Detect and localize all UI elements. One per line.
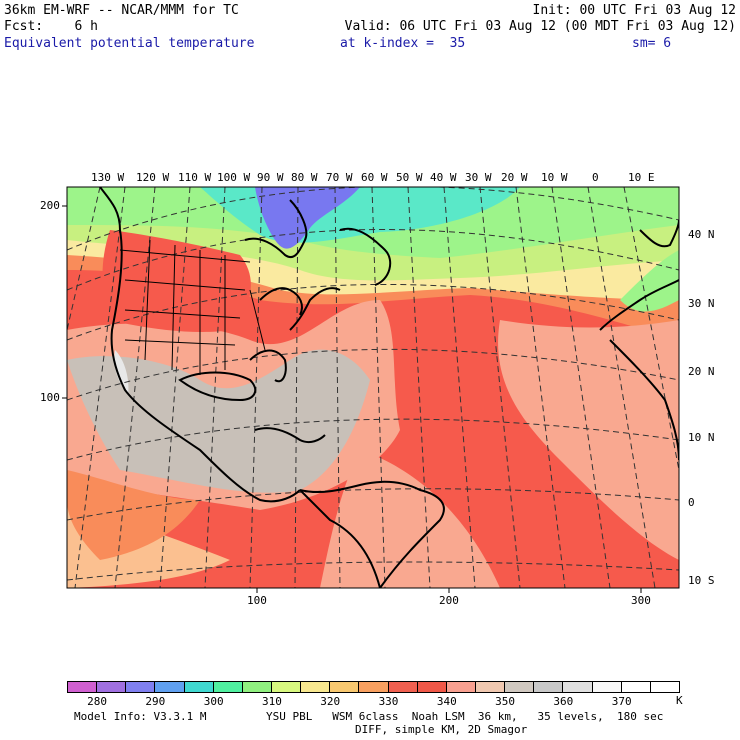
valid-time: Valid: 06 UTC Fri 03 Aug 12 (00 MDT Fri … [344,19,736,34]
model-title: 36km EM-WRF -- NCAR/MMM for TC [4,3,239,18]
lon-label: 60 W [361,171,388,184]
colorbar-label: 340 [436,695,457,708]
colorbar-swatch [416,681,447,693]
lat-label: 40 N [688,228,715,241]
lon-label: 0 [592,171,599,184]
lon-label: 10 E [628,171,655,184]
lat-label: 10 S [688,574,715,587]
colorbar-swatch [358,681,389,693]
lon-label: 20 W [501,171,528,184]
lat-label: 30 N [688,297,715,310]
colorbar-swatch [620,681,651,693]
init-time: Init: 00 UTC Fri 03 Aug 12 [532,3,737,18]
colorbar-swatch [271,681,302,693]
lon-label: 10 W [541,171,568,184]
model-info: Model Info: V3.3.1 M [74,710,207,723]
lon-label: 70 W [326,171,353,184]
physics-info: YSU PBL WSM 6class Noah LSM 36 km, 35 le… [266,710,664,723]
colorbar-swatch [475,681,506,693]
map-frame [66,186,680,589]
colorbar-label: 300 [203,695,224,708]
lon-label: 130 W [91,171,125,184]
lat-label: 10 N [688,431,715,444]
colorbar-label: 280 [87,695,108,708]
grid-ticks [62,205,642,593]
forecast-hour: Fcst: 6 h [4,19,98,34]
grid-x-label: 200 [439,594,459,607]
colorbar-label: 350 [495,695,516,708]
grid-y-label: 100 [40,391,60,404]
colorbar-swatch [562,681,593,693]
lon-label: 100 W [217,171,251,184]
colorbar-swatch [649,681,680,693]
colorbar-swatch [183,681,214,693]
colorbar-label: 330 [378,695,399,708]
coastlines [99,187,679,588]
grid-x-label: 300 [631,594,651,607]
smoothing-label: sm= 6 [632,36,672,51]
colorbar-unit: K [676,694,683,707]
map-fill [67,187,679,588]
colorbar-swatch [96,681,127,693]
lat-label: 0 [688,496,695,509]
colorbar-label: 370 [611,695,632,708]
colorbar-swatch [125,681,156,693]
colorbar-swatch [387,681,418,693]
colorbar-swatch [154,681,185,693]
lon-label: 120 W [136,171,170,184]
lon-label: 50 W [396,171,423,184]
colorbar-swatch [212,681,243,693]
colorbar-label: 320 [320,695,341,708]
lon-label: 80 W [291,171,318,184]
political-borders [119,239,266,375]
colorbar-swatch [504,681,535,693]
colorbar-swatch [67,681,98,693]
lon-label: 110 W [178,171,212,184]
colorbar-swatch [533,681,564,693]
lon-label: 40 W [430,171,457,184]
colorbar-swatch [329,681,360,693]
colorbar-swatch [445,681,476,693]
lon-label: 30 W [465,171,492,184]
level-label: at k-index = 35 [340,36,466,51]
grid-y-label: 200 [40,199,60,212]
colorbar-swatch [591,681,622,693]
lon-label: 90 W [257,171,284,184]
colorbar-label: 290 [145,695,166,708]
colorbar-swatch [300,681,331,693]
grid-x-label: 100 [247,594,267,607]
graticule [67,187,679,588]
colorbar-label: 310 [262,695,282,708]
colorbar-swatch [241,681,272,693]
colorbar-label: 360 [553,695,574,708]
lat-label: 20 N [688,365,715,378]
diffusion-info: DIFF, simple KM, 2D Smagor [355,723,528,736]
field-name: Equivalent potential temperature [4,36,255,51]
